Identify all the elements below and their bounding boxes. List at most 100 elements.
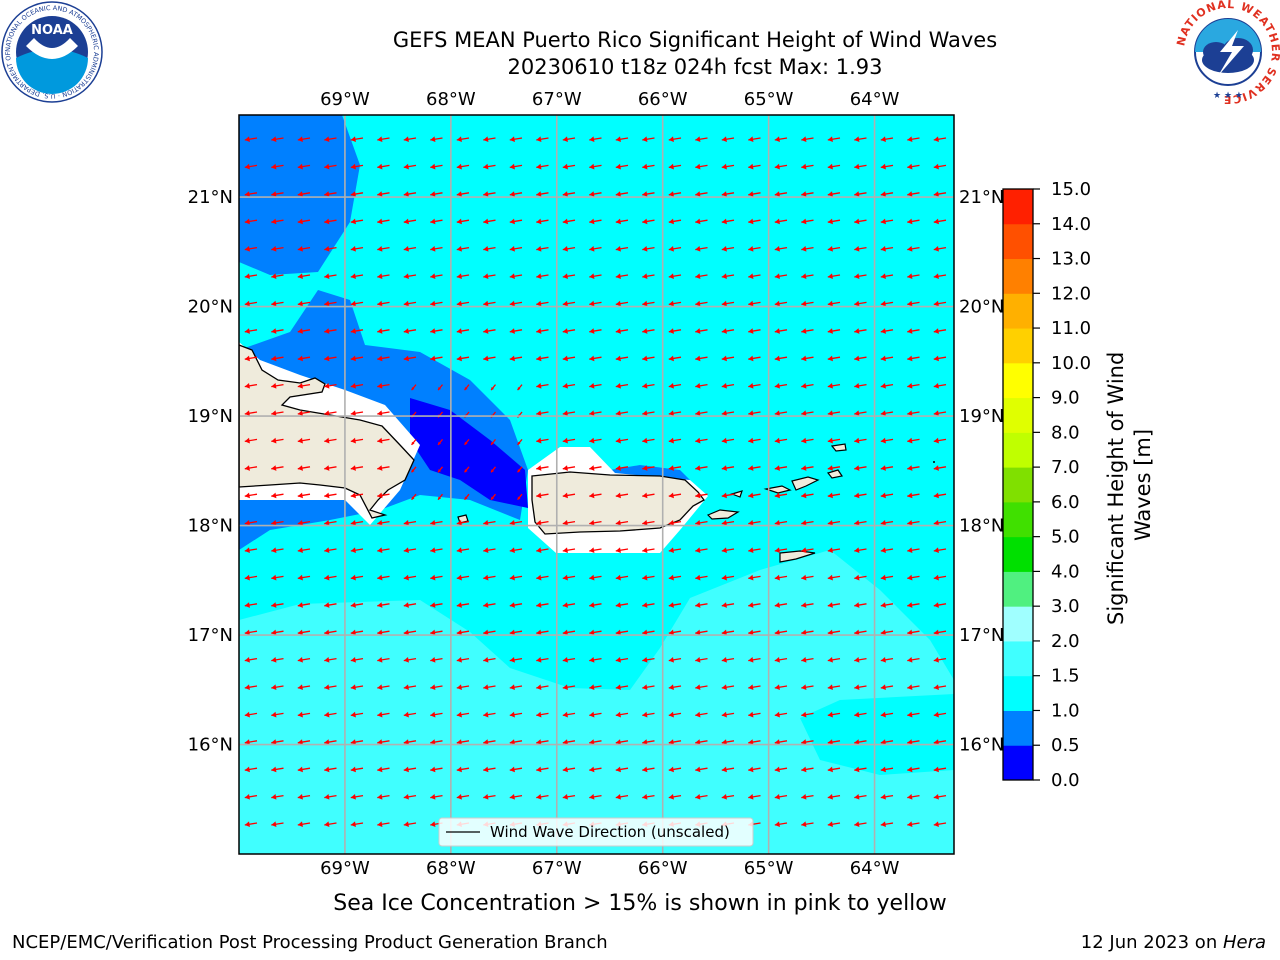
wind-vector — [430, 684, 443, 691]
right-lat-label: 17°N — [959, 625, 1004, 646]
wind-vector — [695, 657, 708, 663]
wind-vector — [297, 629, 311, 636]
wind-vector — [615, 547, 629, 554]
wind-vector — [536, 602, 549, 608]
colorbar-segment — [1003, 606, 1033, 642]
footer-date: 12 Jun 2023 on Hera — [1081, 932, 1266, 953]
wind-vector — [324, 273, 337, 280]
wind-vector — [536, 520, 549, 526]
wind-vector — [801, 328, 814, 334]
wind-vector — [562, 492, 576, 499]
wind-vector — [536, 766, 549, 773]
wind-wave-vectors — [244, 136, 947, 828]
wind-vector — [880, 684, 894, 691]
wind-vector — [880, 191, 894, 197]
wind-vector — [695, 766, 708, 773]
wind-vector — [854, 629, 867, 636]
wind-vector — [721, 465, 735, 471]
wind-vector — [562, 300, 576, 307]
wind-vector — [562, 766, 576, 773]
anegada-island — [830, 443, 847, 452]
wind-vector — [668, 191, 682, 197]
wind-vector — [933, 300, 947, 307]
wind-vector — [854, 711, 867, 718]
wind-vector — [774, 684, 788, 691]
wind-vector — [854, 410, 867, 417]
wind-vector — [536, 163, 549, 170]
wind-vector — [642, 163, 655, 170]
wind-vector — [430, 328, 443, 334]
wind-vector — [350, 437, 364, 444]
wind-vector — [695, 246, 708, 252]
wind-vector — [827, 410, 841, 417]
wind-vector — [589, 410, 602, 417]
wind-vector — [827, 355, 841, 362]
wind-vector — [907, 657, 920, 663]
wind-vector — [562, 739, 576, 745]
wind-vector — [933, 218, 947, 225]
wind-vector — [403, 657, 417, 663]
wind-vector — [562, 437, 576, 444]
colorbar-tick-label: 9.0 — [1051, 388, 1080, 409]
wind-vector — [562, 629, 576, 636]
wind-vector — [430, 191, 443, 197]
colorbar-segment — [1003, 397, 1033, 433]
wind-vector — [668, 794, 682, 800]
wind-vector — [456, 547, 470, 554]
wind-vector — [801, 739, 814, 745]
wind-vector — [774, 520, 788, 526]
wind-vector — [430, 657, 443, 663]
wind-vector — [377, 684, 390, 691]
wind-vector — [297, 821, 311, 828]
wind-vector — [907, 136, 920, 143]
wind-vector — [854, 657, 867, 663]
wind-vector — [933, 191, 947, 197]
wind-vector — [403, 273, 417, 280]
wind-vector — [827, 684, 841, 691]
wind-vector — [748, 547, 761, 554]
colorbar-tick-label: 3.0 — [1051, 596, 1080, 617]
wind-vector — [430, 136, 443, 143]
wind-vector — [615, 328, 629, 334]
wind-vector — [642, 273, 655, 280]
wind-vector — [615, 273, 629, 280]
wind-vector — [695, 328, 708, 334]
wind-vector — [509, 711, 523, 718]
wind-vector — [536, 136, 549, 143]
wind-vector — [933, 547, 947, 554]
wind-vector — [721, 794, 735, 800]
wind-vector — [456, 766, 470, 773]
colorbar-ticks: 0.0 0.5 1.0 1.5 2.0 3.0 4.0 5.0 6.0 7.0 8.0 9.0 10.0… — [1033, 179, 1091, 791]
wind-vector — [377, 355, 390, 362]
colorbar-tick-label: 11.0 — [1051, 318, 1091, 339]
left-lat-label: 17°N — [188, 625, 233, 646]
wind-vector — [748, 355, 761, 362]
wind-vector — [324, 492, 337, 499]
colorbar-segment — [1003, 640, 1033, 677]
bottom-longitude-labels: 69°W 68°W 67°W 66°W 65°W 64°W — [320, 858, 900, 879]
wind-vector — [271, 437, 284, 444]
wind-vector — [509, 520, 523, 526]
wind-vector — [774, 821, 788, 828]
wind-vector — [854, 684, 867, 691]
wind-vector — [430, 794, 443, 800]
wind-vector — [880, 300, 894, 307]
wind-vector — [271, 300, 284, 307]
wind-vector — [721, 657, 735, 663]
wind-vector — [536, 794, 549, 800]
wind-vector — [437, 466, 444, 473]
wind-vector — [297, 766, 311, 773]
wind-vector — [642, 602, 655, 608]
wind-vector — [350, 739, 364, 745]
wind-vector — [589, 437, 602, 444]
wind-vector — [854, 465, 867, 471]
wind-vector — [907, 547, 920, 554]
wind-vector — [324, 163, 337, 170]
wind-vector — [403, 602, 417, 608]
wind-vector — [615, 246, 629, 252]
wind-vector — [801, 711, 814, 718]
st-croix-island — [779, 550, 816, 563]
wind-vector — [517, 438, 523, 446]
wind-vector — [642, 328, 655, 334]
wind-vector — [509, 657, 523, 663]
